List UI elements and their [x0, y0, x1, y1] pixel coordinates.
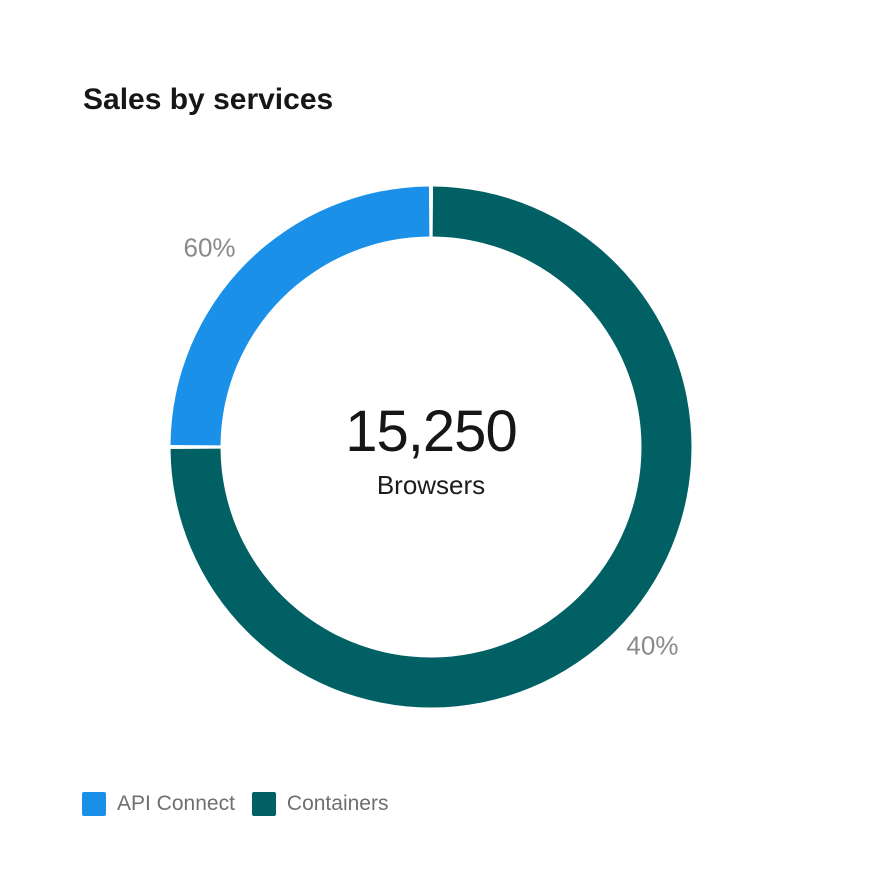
slice-percent-label-1: 40% [626, 630, 679, 661]
donut-center-value: 15,250 [345, 399, 517, 464]
legend: API Connect Containers [82, 792, 388, 816]
legend-item-label: API Connect [117, 792, 235, 815]
legend-item-1[interactable]: Containers [251, 792, 389, 816]
donut-center-sublabel: Browsers [376, 470, 486, 500]
donut-center-label: 15,250 Browsers [345, 399, 517, 501]
slice-percent-label-0: 60% [183, 232, 236, 263]
legend-item-label: Containers [286, 792, 389, 815]
donut-slice-0[interactable] [170, 186, 430, 446]
legend-swatch-icon [251, 792, 276, 816]
legend-item-0[interactable]: API Connect [82, 792, 235, 816]
chart-title: Sales by services [83, 83, 334, 116]
legend-swatch-icon [82, 792, 106, 816]
